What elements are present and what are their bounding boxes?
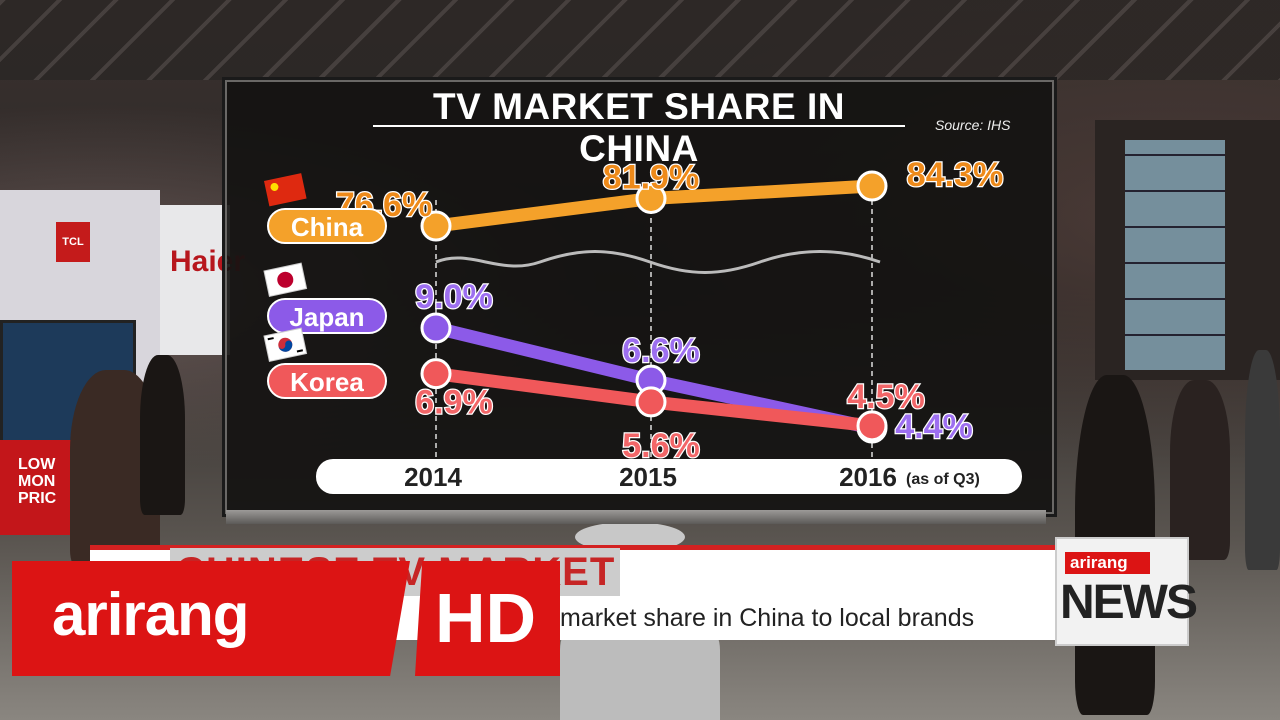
chart-source: Source: IHS <box>935 117 1011 133</box>
data-point-china-2014 <box>420 210 452 242</box>
legend-label-korea: Korea <box>290 367 364 397</box>
legend-pill-korea <box>267 363 387 399</box>
booth-haier: Haier <box>160 205 245 355</box>
data-label-korea-2015: 5.6% <box>622 427 700 465</box>
japan-flag-icon <box>263 262 308 298</box>
data-label-japan-2016: 4.4% <box>895 408 973 446</box>
data-label-china-2015: 81.9% <box>603 158 699 196</box>
tv-screen <box>225 80 1054 514</box>
data-point-korea-2014 <box>420 358 452 390</box>
data-label-korea-2014: 6.9% <box>415 384 493 422</box>
headline-text: market share in China to local brands <box>560 604 975 632</box>
x-tick-note: (as of Q3) <box>906 471 980 488</box>
data-point-korea-2015 <box>635 386 667 418</box>
x-tick-2016: 2016 <box>839 462 897 492</box>
hd-badge-box <box>415 561 560 676</box>
title-underline <box>373 125 905 127</box>
data-point-china-2015 <box>635 182 667 214</box>
korea-flag-icon <box>263 327 308 363</box>
person <box>1170 380 1230 560</box>
news-logo-text: NEWS <box>1060 576 1198 629</box>
data-point-japan-2014 <box>420 312 452 344</box>
person <box>1245 350 1280 570</box>
news-logo-arirang: arirang <box>1065 552 1150 574</box>
person <box>140 355 185 515</box>
ceiling-truss <box>0 0 1280 80</box>
channel-logo-box <box>12 561 410 676</box>
data-label-china-2016: 84.3% <box>907 156 1003 194</box>
legend-pill-japan <box>267 298 387 334</box>
chart-title: TV MARKET SHARE IN CHINA <box>433 86 845 169</box>
x-tick-2014: 2014 <box>404 462 462 492</box>
legend-label-japan: Japan <box>289 302 364 332</box>
china-flag-icon <box>264 173 307 207</box>
legend-pill-china <box>267 208 387 244</box>
legend-label-china: China <box>291 212 364 242</box>
low-price-sign: LOW MON PRIC <box>0 440 80 535</box>
data-label-japan-2015: 6.6% <box>622 332 700 370</box>
tcl-logo: TCL <box>56 222 90 262</box>
channel-logo: arirang <box>52 581 249 648</box>
x-axis-bar <box>316 459 1022 494</box>
axis-break-squiggle <box>435 250 881 274</box>
video-wall <box>1125 140 1225 370</box>
tv-bezel-bottom <box>226 510 1046 524</box>
data-point-china-2016 <box>856 170 888 202</box>
data-label-korea-2016: 4.5% <box>847 378 925 416</box>
data-point-korea-2016 <box>856 410 888 442</box>
hd-badge: HD <box>435 579 537 657</box>
x-tick-2015: 2015 <box>619 462 677 492</box>
data-label-japan-2014: 9.0% <box>415 278 493 316</box>
